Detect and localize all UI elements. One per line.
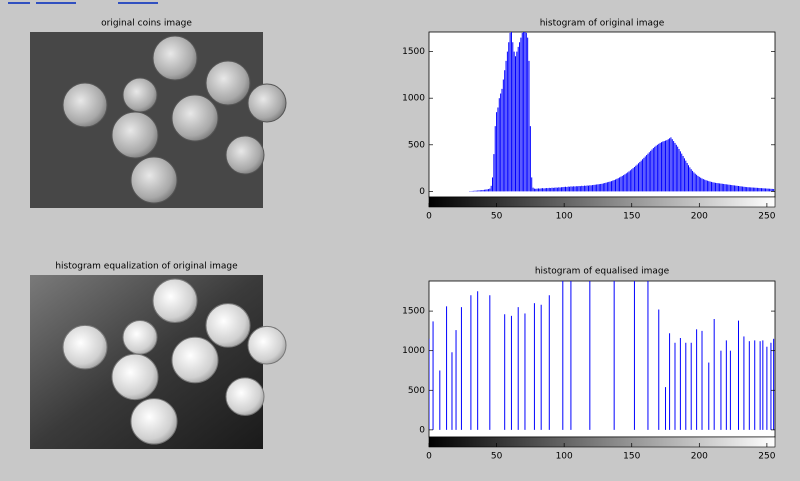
y-tick-label: 0: [419, 425, 425, 435]
x-tick-label: 100: [556, 212, 573, 222]
coin: [247, 325, 287, 365]
subplot-title: original coins image: [101, 19, 192, 29]
coin: [171, 336, 219, 384]
x-tick-label: 100: [556, 452, 573, 462]
stems: [429, 281, 775, 430]
y-tick-label: 1500: [402, 47, 425, 57]
x-tick-label: 0: [426, 452, 432, 462]
x-tick-label: 150: [623, 452, 640, 462]
colorbar: [428, 436, 776, 448]
coin: [247, 83, 287, 123]
subplot-title: histogram of equalised image: [535, 267, 670, 277]
colorbar: [428, 196, 776, 208]
coin: [130, 156, 178, 204]
coin: [225, 135, 265, 175]
coin: [62, 324, 108, 370]
x-tick-label: 200: [691, 212, 708, 222]
coin: [111, 111, 159, 159]
y-tick-label: 1000: [402, 94, 425, 104]
coin: [122, 77, 158, 113]
y-tick-label: 0: [419, 187, 425, 197]
y-tick-label: 500: [408, 140, 425, 150]
x-tick-label: 150: [623, 212, 640, 222]
y-tick-label: 1000: [402, 346, 425, 356]
y-tick-label: 1500: [402, 307, 425, 317]
x-tick-label: 0: [426, 212, 432, 222]
coin: [205, 303, 251, 348]
plot-area: [428, 31, 776, 198]
toolbar-remnant: [118, 2, 158, 4]
coin: [130, 398, 178, 445]
subplot-title: histogram of original image: [540, 19, 665, 29]
coin: [225, 377, 265, 416]
y-tick-label: 500: [408, 386, 425, 396]
x-tick-label: 50: [491, 452, 503, 462]
x-tick-label: 250: [758, 212, 775, 222]
coin: [62, 82, 108, 128]
coin: [152, 278, 198, 323]
plot-area: [428, 280, 776, 438]
x-tick-label: 50: [491, 212, 503, 222]
x-tick-label: 200: [691, 452, 708, 462]
x-tick-label: 250: [758, 452, 775, 462]
coin: [122, 319, 158, 355]
stems: [469, 32, 775, 192]
subplot-title: histogram equalization of original image: [55, 262, 238, 272]
coin: [205, 60, 251, 106]
toolbar-remnant: [36, 2, 76, 4]
toolbar-remnant: [8, 2, 30, 4]
coin: [171, 94, 219, 142]
coin: [152, 35, 198, 81]
coin: [111, 353, 159, 401]
